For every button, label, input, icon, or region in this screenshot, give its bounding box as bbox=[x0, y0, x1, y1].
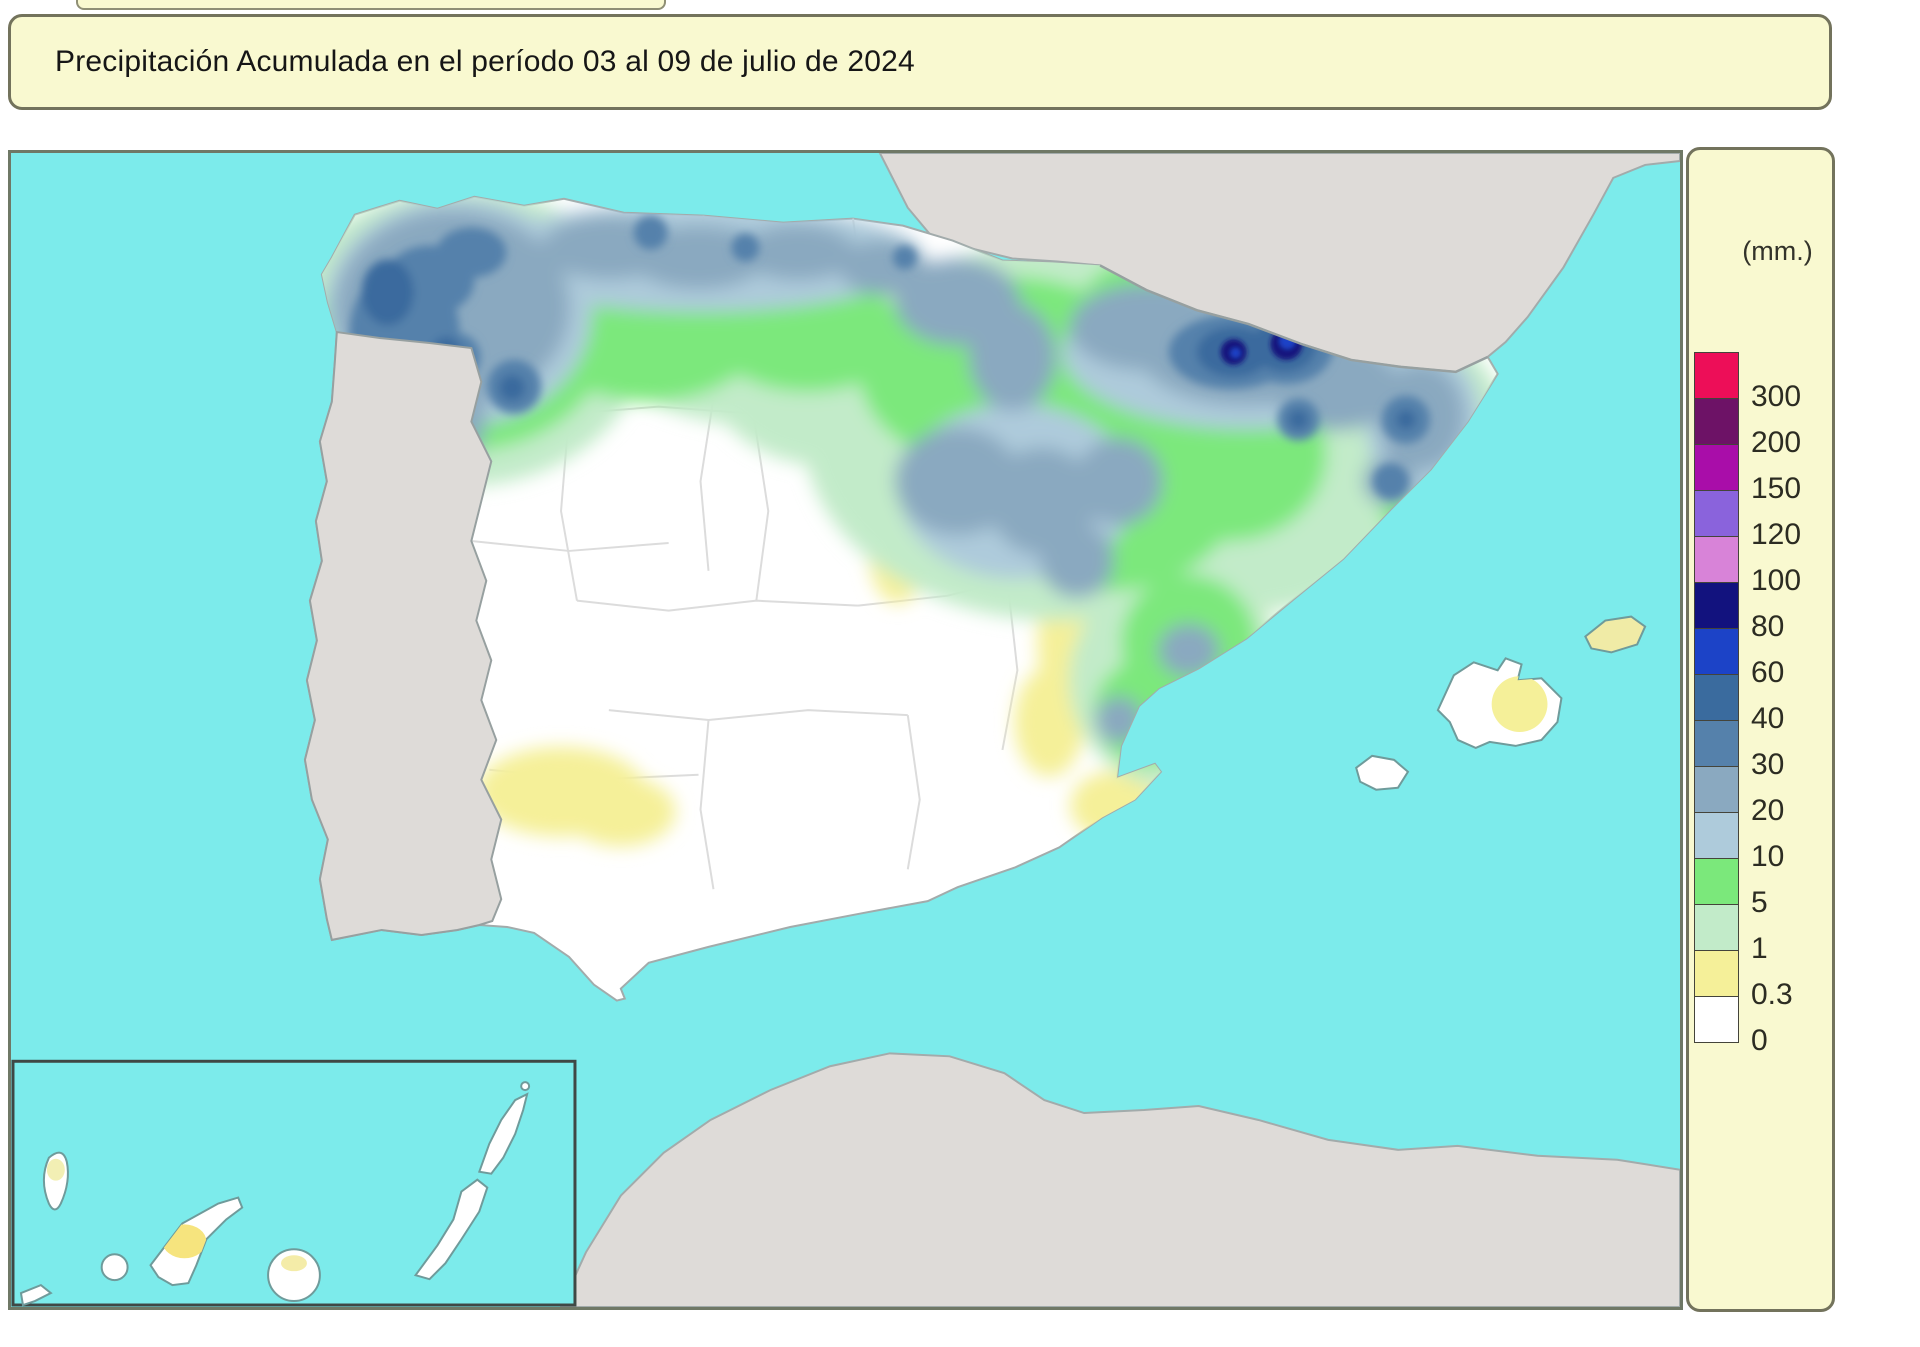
cropped-top-banner-fragment bbox=[76, 0, 666, 10]
legend-color-swatch bbox=[1694, 720, 1739, 767]
legend-tick-label: 60 bbox=[1751, 656, 1785, 689]
legend-color-swatch bbox=[1694, 812, 1739, 859]
legend-tick-label: 40 bbox=[1751, 702, 1785, 735]
portugal-landmass bbox=[303, 330, 503, 942]
legend-color-swatch bbox=[1694, 582, 1739, 629]
legend-tick-label: 200 bbox=[1751, 426, 1802, 459]
fuerteventura-island bbox=[413, 1178, 489, 1281]
legend-tick-label: 30 bbox=[1751, 748, 1785, 781]
legend-unit-label: (mm.) bbox=[1742, 236, 1813, 266]
legend-tick-label: 0 bbox=[1751, 1024, 1768, 1057]
map-title: Precipitación Acumulada en el período 03… bbox=[55, 45, 915, 78]
map-title-bar: Precipitación Acumulada en el período 03… bbox=[8, 14, 1832, 110]
legend-tick-label: 10 bbox=[1751, 840, 1785, 873]
legend-color-swatch bbox=[1694, 628, 1739, 675]
la-palma-rain-patch bbox=[46, 1158, 65, 1181]
legend-color-swatch bbox=[1694, 766, 1739, 813]
legend-color-swatch bbox=[1694, 536, 1739, 583]
legend-tick-label: 100 bbox=[1751, 564, 1802, 597]
lanzarote-island bbox=[477, 1092, 529, 1175]
legend-color-swatch bbox=[1694, 398, 1739, 445]
menorca-island bbox=[1584, 615, 1647, 654]
la-gomera-island bbox=[100, 1253, 129, 1282]
legend-tick-label: 80 bbox=[1751, 610, 1785, 643]
legend-tick-label: 120 bbox=[1751, 518, 1802, 551]
gran-canaria-rain-patch bbox=[281, 1255, 307, 1272]
legend-color-swatch bbox=[1694, 352, 1739, 399]
spain-france-border bbox=[1099, 264, 1489, 374]
el-hierro-island bbox=[19, 1283, 53, 1307]
legend-tick-label: 5 bbox=[1751, 886, 1768, 919]
legend-color-swatch bbox=[1694, 444, 1739, 491]
legend-color-swatch bbox=[1694, 950, 1739, 997]
legend-color-swatch bbox=[1694, 858, 1739, 905]
gran-canaria-island bbox=[267, 1248, 321, 1303]
legend-color-swatch bbox=[1694, 490, 1739, 537]
precipitation-map: © Agencia Estatal de Meteorología ✳ A E … bbox=[8, 150, 1683, 1310]
mallorca-rain-patch bbox=[1491, 676, 1548, 732]
canary-inset bbox=[11, 1059, 577, 1307]
balearic-islands bbox=[1355, 615, 1647, 791]
legend-tick-label: 300 bbox=[1751, 380, 1802, 413]
legend-tick-label: 0.3 bbox=[1751, 978, 1793, 1011]
legend-panel: (mm.) 300 200 150 120 100 80 60 40 30 20 10 5 1 0.3 0 bbox=[1686, 147, 1835, 1312]
africa-landmass bbox=[559, 1052, 1680, 1307]
la-graciosa-island bbox=[520, 1081, 531, 1092]
legend-color-swatch bbox=[1694, 996, 1739, 1043]
legend-tick-label: 1 bbox=[1751, 932, 1768, 965]
ibiza-island bbox=[1355, 754, 1410, 791]
legend-tick-label: 20 bbox=[1751, 794, 1785, 827]
legend-color-swatch bbox=[1694, 674, 1739, 721]
legend-tick-label: 150 bbox=[1751, 472, 1802, 505]
map-canvas bbox=[11, 153, 1680, 1307]
legend-color-swatch bbox=[1694, 904, 1739, 951]
